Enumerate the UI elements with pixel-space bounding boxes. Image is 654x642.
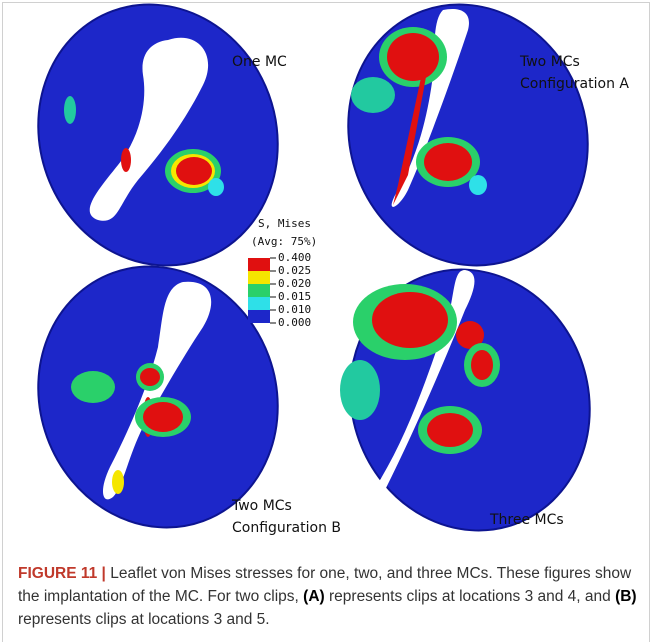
legend-level: 0.000: [278, 316, 311, 329]
legend-level: 0.025: [278, 264, 311, 277]
panel-label: Two MCs: [519, 54, 580, 70]
caption-text: represents clips at locations 3 and 4, a…: [329, 588, 611, 605]
fea-panel: [312, 0, 624, 299]
panel-label: Two MCs: [231, 498, 292, 514]
fea-panel: [2, 0, 314, 299]
legend-level: 0.010: [278, 303, 311, 316]
panel-label: One MC: [232, 54, 287, 70]
fea-panel: [314, 236, 626, 556]
legend-level: 0.015: [278, 290, 311, 303]
caption-label: FIGURE 11 |: [18, 565, 106, 582]
caption-ref: (B): [615, 588, 637, 605]
panel-label: Three MCs: [489, 512, 564, 528]
caption: FIGURE 11 | Leaflet von Mises stresses f…: [18, 562, 643, 631]
legend-subtitle: (Avg: 75%): [251, 235, 317, 248]
figure: One MC Two MCs Configuration A Two MCs C…: [0, 0, 654, 556]
panel-sublabel: Configuration B: [232, 520, 341, 536]
caption-text: represents clips at locations 3 and 5.: [18, 611, 270, 628]
legend-level: 0.400: [278, 251, 311, 264]
colorbar: [248, 258, 270, 323]
legend-level: 0.020: [278, 277, 311, 290]
page: One MC Two MCs Configuration A Two MCs C…: [0, 0, 654, 626]
panel-sublabel: Configuration A: [520, 76, 629, 92]
legend-title: S, Mises: [258, 217, 311, 230]
caption-ref: (A): [303, 588, 325, 605]
